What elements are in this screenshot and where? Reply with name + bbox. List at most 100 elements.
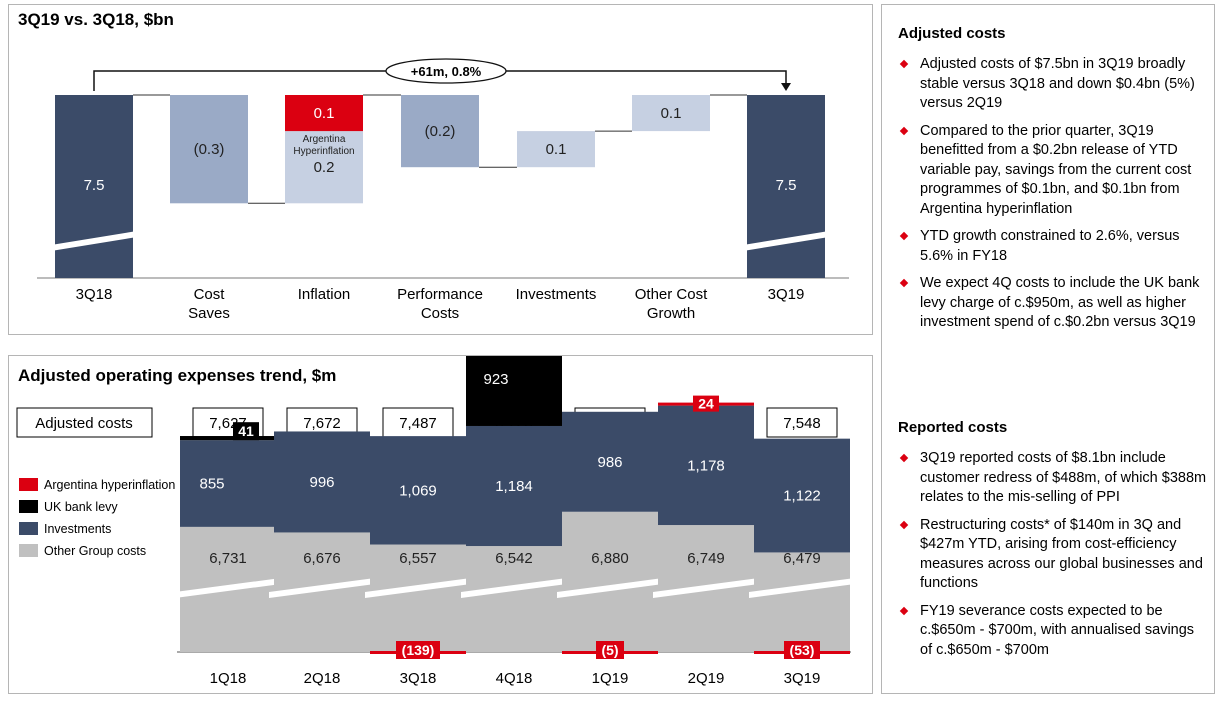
waterfall-bar-label: 0.1: [546, 141, 567, 158]
axis-break-mark: [461, 578, 567, 598]
investments-bar: [274, 431, 370, 533]
waterfall-bar-label: 7.5: [776, 177, 797, 194]
legend-swatch: [19, 500, 38, 513]
trend-category-label: 4Q18: [496, 670, 533, 687]
waterfall-category-label: Other Cost: [635, 286, 708, 303]
argentina-callout-box: [784, 641, 820, 659]
waterfall-bar-investments: [517, 131, 595, 168]
investments-label: 1,184: [495, 478, 533, 495]
investments-label: 855: [199, 476, 224, 493]
change-bubble-label: +61m, 0.8%: [411, 64, 482, 79]
trend-title: Adjusted operating expenses trend, $m: [18, 366, 337, 385]
uk-bank-levy-bar: [180, 436, 276, 441]
other-group-costs-bar: [370, 544, 466, 652]
investments-bar: [658, 405, 754, 526]
investments-label: 1,178: [687, 457, 725, 474]
waterfall-panel: 3Q19 vs. 3Q18, $bn 7.5 (0.3) 0.2 0.1 Argenti…: [8, 4, 873, 335]
trend-panel: Adjusted operating expenses trend, $m Ad…: [8, 355, 873, 694]
investments-label: 1,122: [783, 488, 821, 505]
bullet-item: Restructuring costs* of $140m in 3Q and …: [898, 516, 1210, 594]
waterfall-callout: Hyperinflation: [293, 146, 354, 157]
axis-break-mark: [557, 578, 663, 598]
other-group-costs-label: 6,479: [783, 550, 821, 567]
waterfall-bar-cost-saves: [170, 95, 248, 204]
total-box: [382, 407, 454, 438]
other-group-costs-label: 6,557: [399, 550, 437, 567]
reported-costs-heading: Reported costs: [898, 419, 1008, 436]
axis-break-mark: [175, 578, 281, 598]
waterfall-category-label: 3Q18: [76, 286, 113, 303]
waterfall-category-label: Growth: [647, 305, 695, 322]
change-bubble: [385, 58, 507, 84]
legend-label: Argentina hyperinflation: [44, 478, 175, 492]
total-box: [766, 407, 838, 438]
legend-label: Investments: [44, 522, 111, 536]
axis-break-mark: [653, 578, 759, 598]
waterfall-bar-label: 0.1: [661, 105, 682, 122]
legend-label: Other Group costs: [44, 544, 146, 558]
uk-bank-levy-label: 923: [483, 371, 508, 388]
investments-bar: [754, 438, 850, 553]
waterfall-callout: Argentina: [303, 134, 346, 145]
legend-swatch: [19, 522, 38, 535]
other-group-costs-bar: [754, 552, 850, 652]
waterfall-category-label: Costs: [421, 305, 459, 322]
reported-costs-bullets: 3Q19 reported costs of $8.1bn include cu…: [898, 449, 1210, 668]
axis-break-mark: [749, 578, 855, 598]
investments-bar: [466, 425, 562, 547]
argentina-callout-box: [693, 395, 719, 412]
total-value: 7,672: [303, 415, 341, 432]
legend-swatch: [19, 478, 38, 491]
waterfall-category-label: Investments: [516, 286, 597, 303]
investments-bar: [180, 440, 276, 527]
axis-break-mark: [269, 578, 375, 598]
waterfall-category-label: Saves: [188, 305, 230, 322]
bullet-item: We expect 4Q costs to include the UK ban…: [898, 274, 1210, 333]
argentina-hyperinflation-label: (53): [790, 642, 815, 658]
investments-bar: [562, 411, 658, 512]
uk-bank-levy-bar: [466, 356, 562, 426]
trend-chart: Adjusted costs7,6277,6727,4878,7257,8607…: [16, 356, 855, 687]
waterfall-bar-label: (0.3): [194, 141, 225, 158]
other-group-costs-bar: [466, 546, 562, 652]
adjusted-costs-bullets: Adjusted costs of $7.5bn in 3Q19 broadly…: [898, 55, 1210, 341]
waterfall-bar-inflation: [285, 95, 363, 132]
other-group-costs-label: 6,749: [687, 550, 725, 567]
argentina-hyperinflation-label: 24: [698, 396, 714, 412]
investments-bar: [370, 436, 466, 545]
trend-category-label: 3Q18: [400, 670, 437, 687]
bullet-item: FY19 severance costs expected to be c.$6…: [898, 602, 1210, 661]
waterfall-category-label: Cost: [194, 286, 226, 303]
trend-category-label: 3Q19: [784, 670, 821, 687]
waterfall-bar-label: (0.2): [425, 123, 456, 140]
waterfall-category-label: Inflation: [298, 286, 351, 303]
trend-category-label: 1Q19: [592, 670, 629, 687]
waterfall-bar-label: 0.1: [314, 105, 335, 122]
total-value: 7,487: [399, 415, 437, 432]
other-group-costs-label: 6,542: [495, 550, 533, 567]
argentina-callout-box: [596, 641, 624, 659]
investments-label: 986: [597, 454, 622, 471]
bullet-item: 3Q19 reported costs of $8.1bn include cu…: [898, 449, 1210, 508]
change-bracket-arrow: [781, 83, 791, 91]
argentina-callout-box: [396, 641, 440, 659]
other-group-costs-label: 6,880: [591, 550, 629, 567]
adjusted-costs-heading: Adjusted costs: [898, 25, 1006, 42]
axis-break-mark: [743, 231, 829, 251]
bullet-item: YTD growth constrained to 2.6%, versus 5…: [898, 227, 1210, 266]
trend-category-label: 1Q18: [210, 670, 247, 687]
waterfall-category-label: 3Q19: [768, 286, 805, 303]
bullet-item: Adjusted costs of $7.5bn in 3Q19 broadly…: [898, 55, 1210, 114]
investments-label: 1,069: [399, 482, 437, 499]
argentina-hyperinflation-label: (139): [402, 642, 435, 658]
waterfall-bar-performance-costs: [401, 95, 479, 168]
waterfall-category-label: Performance: [397, 286, 483, 303]
argentina-hyperinflation-label: (5): [601, 642, 618, 658]
trend-category-label: 2Q18: [304, 670, 341, 687]
total-value: 7,548: [783, 415, 821, 432]
legend-swatch: [19, 544, 38, 557]
adjusted-costs-label: Adjusted costs: [35, 415, 133, 432]
investments-label: 996: [309, 474, 334, 491]
axis-break-mark: [51, 231, 137, 251]
